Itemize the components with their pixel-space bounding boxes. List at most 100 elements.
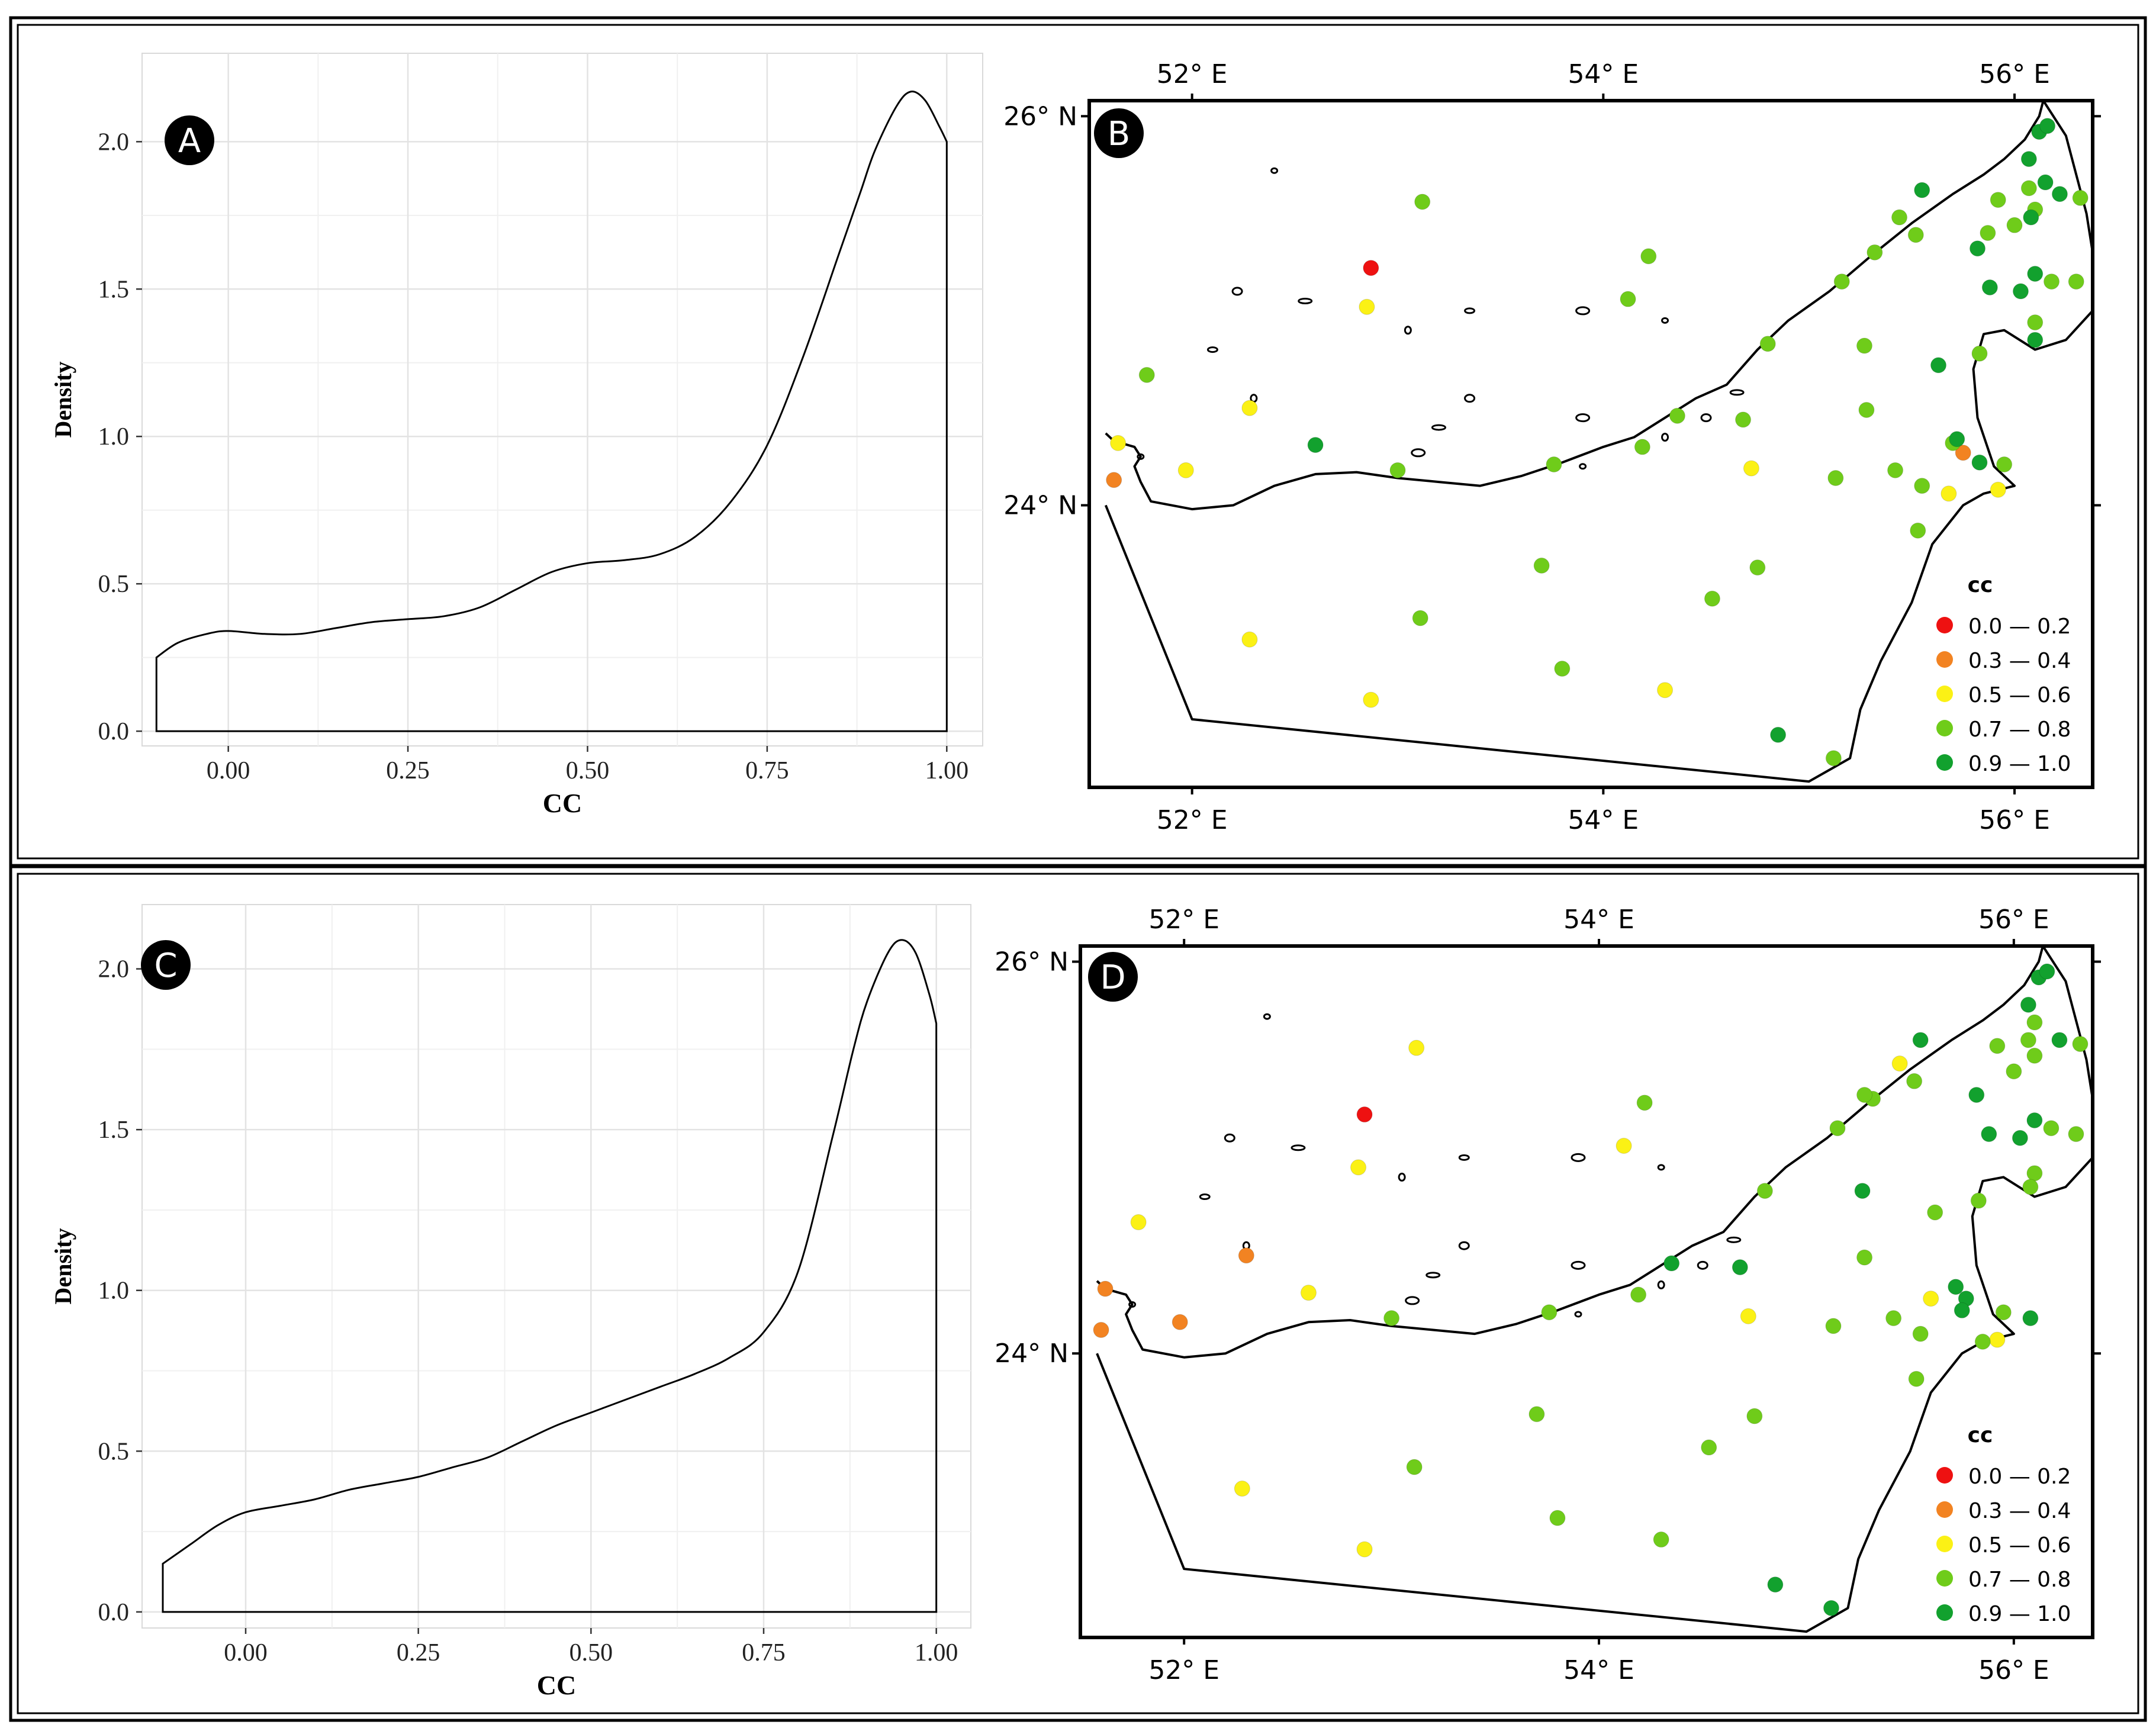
station-point xyxy=(1767,1576,1784,1593)
station-point xyxy=(1856,337,1872,354)
station-point xyxy=(2039,963,2055,980)
bottom-panel-frame-outer xyxy=(9,865,2147,1722)
station-point xyxy=(1829,1120,1846,1137)
legend-label: 0.7 — 0.8 xyxy=(1968,718,2071,742)
station-point xyxy=(2006,1063,2022,1080)
legend-label: 0.3 — 0.4 xyxy=(1968,1499,2071,1523)
station-point xyxy=(1620,291,1636,307)
station-point xyxy=(2012,283,2029,300)
island xyxy=(1729,389,1745,396)
island xyxy=(1224,1133,1235,1143)
station-point xyxy=(1891,1056,1908,1072)
station-point xyxy=(1528,1406,1545,1423)
station-point xyxy=(1981,279,1998,295)
legend-swatch xyxy=(1936,686,1953,702)
station-point xyxy=(1234,1481,1250,1497)
island xyxy=(1405,1296,1420,1305)
station-point xyxy=(1630,1286,1647,1303)
station-point xyxy=(1980,224,1996,241)
y-axis-title: Density xyxy=(50,1228,76,1305)
station-point xyxy=(1923,1291,1939,1307)
y-tick-label: 2.0 xyxy=(98,956,130,983)
station-point xyxy=(1756,1183,1773,1199)
x-tick-label: 0.50 xyxy=(566,757,610,784)
lon-label-bottom: 52° E xyxy=(1157,805,1228,835)
station-point xyxy=(1732,1259,1748,1276)
y-tick-label: 1.0 xyxy=(98,1278,130,1305)
station-point xyxy=(1891,209,1908,226)
station-point xyxy=(1412,610,1428,626)
station-point xyxy=(1971,345,1988,362)
station-point xyxy=(1912,1325,1929,1342)
plot-panel-border xyxy=(141,53,983,747)
station-point xyxy=(1906,1073,1923,1089)
station-point xyxy=(2026,1165,2043,1182)
x-tick-label: 0.75 xyxy=(742,1639,786,1666)
island xyxy=(1575,413,1591,423)
bottom-panel-frame-inner xyxy=(17,873,2139,1714)
station-point xyxy=(2039,118,2056,134)
station-point xyxy=(1941,485,1957,502)
island xyxy=(1464,307,1476,314)
panel-c-density: 0.00 0.25 0.50 0.75 1.00 0.0 0.5 1.0 1.5 2.0 CC Den… xyxy=(50,904,971,1700)
island xyxy=(1661,432,1669,442)
station-point xyxy=(1238,1247,1254,1264)
station-point xyxy=(1907,227,1924,243)
y-tick-label: 0.5 xyxy=(98,1438,130,1465)
island xyxy=(1571,1153,1586,1162)
station-point xyxy=(2022,1310,2039,1327)
x-tick-label: 0.00 xyxy=(207,757,250,784)
station-point xyxy=(1749,559,1766,576)
station-point xyxy=(1363,260,1379,276)
island xyxy=(1137,453,1145,460)
island xyxy=(1199,1193,1211,1201)
station-point xyxy=(1408,1040,1425,1056)
station-point xyxy=(1740,1308,1756,1324)
lat-label: 24° N xyxy=(1003,491,1077,521)
panel-badge-letter: D xyxy=(1100,958,1125,997)
station-point xyxy=(1172,1314,1188,1330)
station-point xyxy=(1093,1322,1109,1339)
station-point xyxy=(1640,248,1657,265)
island xyxy=(1431,424,1446,431)
station-point xyxy=(2020,996,2036,1013)
legend-label: 0.7 — 0.8 xyxy=(1968,1568,2071,1592)
station-point xyxy=(2037,174,2054,191)
station-point xyxy=(1657,682,1674,699)
station-point xyxy=(2027,265,2044,282)
lon-label-top: 52° E xyxy=(1157,59,1228,89)
station-point xyxy=(1981,1126,1997,1143)
station-point xyxy=(1989,1038,2006,1054)
station-point xyxy=(2051,1032,2068,1048)
station-point xyxy=(2023,209,2039,226)
station-point xyxy=(1300,1285,1317,1301)
y-tick-label: 1.0 xyxy=(98,423,130,451)
y-axis-title: Density xyxy=(50,362,76,438)
island xyxy=(1571,1260,1586,1270)
station-point xyxy=(1823,1600,1839,1616)
station-point xyxy=(1541,1304,1558,1321)
island xyxy=(1298,297,1313,304)
station-point xyxy=(2026,1112,2043,1128)
legend-swatch xyxy=(1936,1604,1953,1621)
island xyxy=(1291,1144,1306,1151)
lon-label-top: 54° E xyxy=(1568,59,1639,89)
panel-b-map: 52° E 52° E 54° E 54° E 56° E 56° E 26° N 24° N… xyxy=(1003,59,2101,835)
station-point xyxy=(1948,1279,1964,1295)
station-point xyxy=(1307,437,1324,453)
legend-label: 0.9 — 1.0 xyxy=(1968,752,2071,776)
legend-label: 0.0 — 0.2 xyxy=(1968,1465,2071,1489)
x-tick-label: 0.75 xyxy=(745,757,789,784)
panel-badge xyxy=(1094,108,1144,158)
legend-swatch xyxy=(1936,651,1953,668)
island xyxy=(1726,1236,1742,1243)
station-point xyxy=(2020,180,2037,197)
legend-swatch xyxy=(1936,617,1953,633)
station-point xyxy=(1856,1249,1873,1266)
lon-label-top: 52° E xyxy=(1148,905,1219,935)
station-point xyxy=(1704,590,1720,607)
lon-label-top: 54° E xyxy=(1563,905,1634,935)
station-point xyxy=(1969,240,1986,257)
lon-label-bottom: 54° E xyxy=(1563,1655,1634,1685)
